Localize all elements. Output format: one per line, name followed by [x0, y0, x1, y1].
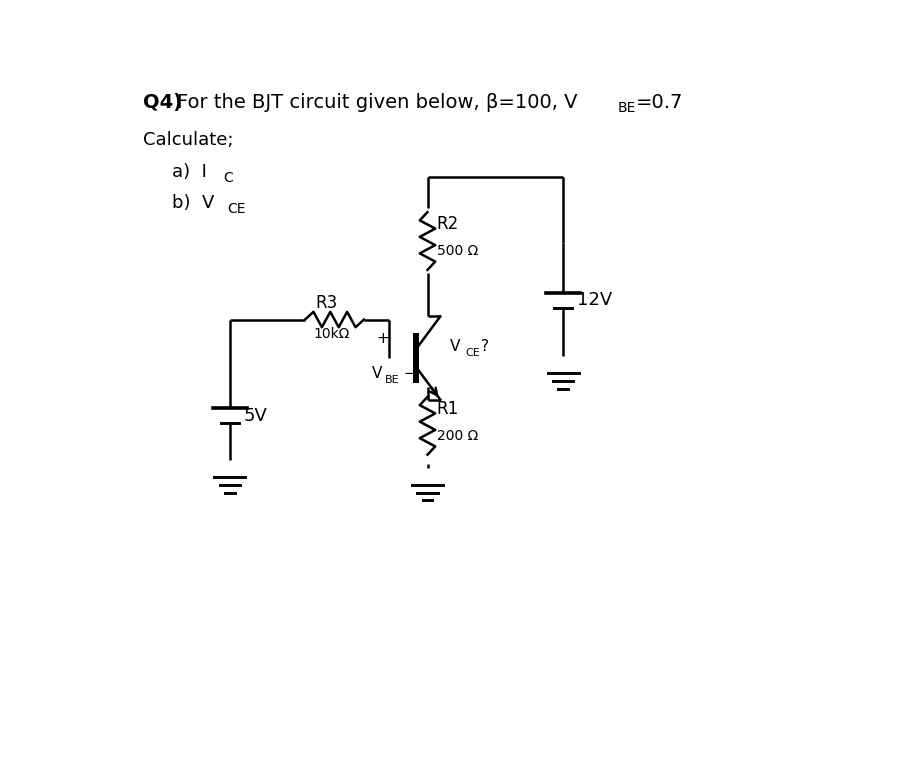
Text: For the BJT circuit given below, β=100, V: For the BJT circuit given below, β=100, …: [177, 92, 578, 111]
Text: 5V: 5V: [244, 407, 267, 425]
Text: 500 Ω: 500 Ω: [437, 244, 478, 258]
Text: Q4): Q4): [143, 92, 182, 111]
Text: Calculate;: Calculate;: [143, 131, 234, 148]
Text: CE: CE: [465, 348, 480, 358]
Text: V: V: [450, 339, 460, 354]
Text: +: +: [376, 332, 389, 347]
Text: BE: BE: [385, 375, 399, 385]
FancyBboxPatch shape: [414, 333, 418, 383]
Text: 10kΩ: 10kΩ: [314, 327, 350, 341]
Text: 200 Ω: 200 Ω: [437, 428, 478, 443]
Text: CE: CE: [227, 201, 246, 216]
Text: b)  V: b) V: [172, 194, 215, 212]
Text: ?: ?: [481, 339, 489, 354]
Text: =0.7: =0.7: [636, 92, 684, 111]
Text: V: V: [372, 366, 382, 381]
Text: 12V: 12V: [577, 291, 613, 310]
Text: R3: R3: [315, 294, 337, 312]
Text: BE: BE: [617, 101, 635, 116]
Text: a)  I: a) I: [172, 163, 206, 181]
Text: C: C: [223, 171, 233, 185]
Text: R1: R1: [437, 400, 459, 418]
Text: −: −: [399, 366, 416, 381]
Text: R2: R2: [437, 215, 459, 233]
